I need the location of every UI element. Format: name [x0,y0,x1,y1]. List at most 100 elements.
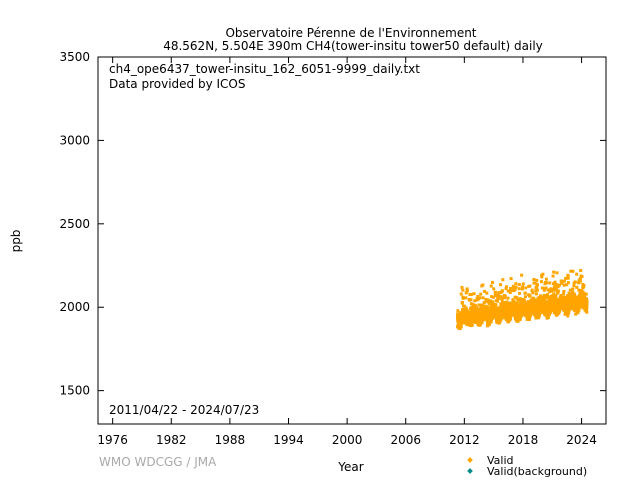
data-point [490,295,494,299]
data-point [532,278,536,281]
data-point [577,288,581,292]
data-point [554,288,558,292]
data-point [461,296,465,300]
data-point [496,299,500,303]
data-point [575,272,579,276]
data-point [514,285,518,289]
data-point [494,303,498,307]
data-point [528,315,532,319]
data-point [475,306,478,310]
data-point [528,293,532,297]
data-point [571,269,575,273]
data-provider-annotation: Data provided by ICOS [109,77,245,91]
data-point [492,287,496,291]
data-point [497,296,501,300]
x-tick-label: 2024 [566,433,597,447]
data-point [497,321,501,325]
data-point [544,277,548,281]
y-tick-label: 3000 [59,133,90,147]
data-point [562,292,565,296]
data-point [459,325,463,329]
data-point [513,295,517,299]
data-point [464,291,468,295]
data-point [491,280,494,284]
data-point [541,296,545,300]
data-point [489,284,493,288]
data-point [557,283,561,287]
data-point [537,314,541,318]
data-point [489,320,493,324]
data-point [513,301,517,305]
data-point [508,317,512,321]
data-point [535,278,539,282]
data-point [512,285,516,289]
data-point [535,288,539,292]
x-tick-label: 1976 [97,433,128,447]
data-point [565,294,569,298]
legend: Valid Valid(background) [467,454,587,478]
data-point [526,300,530,304]
x-tick-label: 1982 [156,433,187,447]
data-point [465,308,469,311]
data-point [523,295,527,299]
data-point [497,291,501,295]
data-point [550,308,554,312]
data-point [546,288,550,292]
date-range-annotation: 2011/04/22 - 2024/07/23 [109,403,259,417]
data-point [464,306,468,310]
data-point [498,320,502,323]
data-point [486,305,490,309]
data-point [477,310,480,314]
data-point [465,289,469,293]
data-point [544,295,548,299]
data-point [552,270,556,274]
data-point [539,280,543,284]
x-tick-label: 2006 [390,433,421,447]
data-point [545,281,549,285]
data-point [476,295,480,298]
data-point [505,285,508,289]
data-point [537,316,541,320]
data-point [556,291,560,295]
data-point [585,310,589,314]
data-point [578,279,582,283]
data-point [528,284,532,288]
data-point [547,313,551,316]
legend-background-marker [467,468,473,474]
data-point [480,321,484,325]
data-point [566,276,570,280]
y-tick-label: 3500 [59,50,90,64]
data-point [473,303,477,307]
data-point [562,290,566,293]
data-point [579,289,583,292]
data-point [493,294,497,298]
legend-background-label: Valid(background) [487,465,587,478]
data-point [518,291,522,295]
data-point [536,283,539,287]
data-point [544,286,548,290]
data-point [473,299,477,303]
data-point [567,311,571,315]
data-point [470,323,474,327]
data-point [560,280,564,284]
data-point [488,299,492,303]
data-point [555,271,559,275]
data-point [546,293,550,297]
x-tick-label: 2012 [449,433,480,447]
data-point [514,282,518,286]
data-point [470,321,474,325]
data-point [506,296,510,300]
data-point [461,288,465,292]
data-point [481,283,485,287]
data-point [516,300,520,304]
x-tick-label: 2000 [332,433,363,447]
data-point [517,298,521,302]
data-point [562,279,566,283]
data-point [579,269,583,272]
data-point [568,292,572,296]
data-point [481,296,485,300]
data-point [510,288,514,292]
data-point [552,288,556,292]
data-point [533,281,537,285]
